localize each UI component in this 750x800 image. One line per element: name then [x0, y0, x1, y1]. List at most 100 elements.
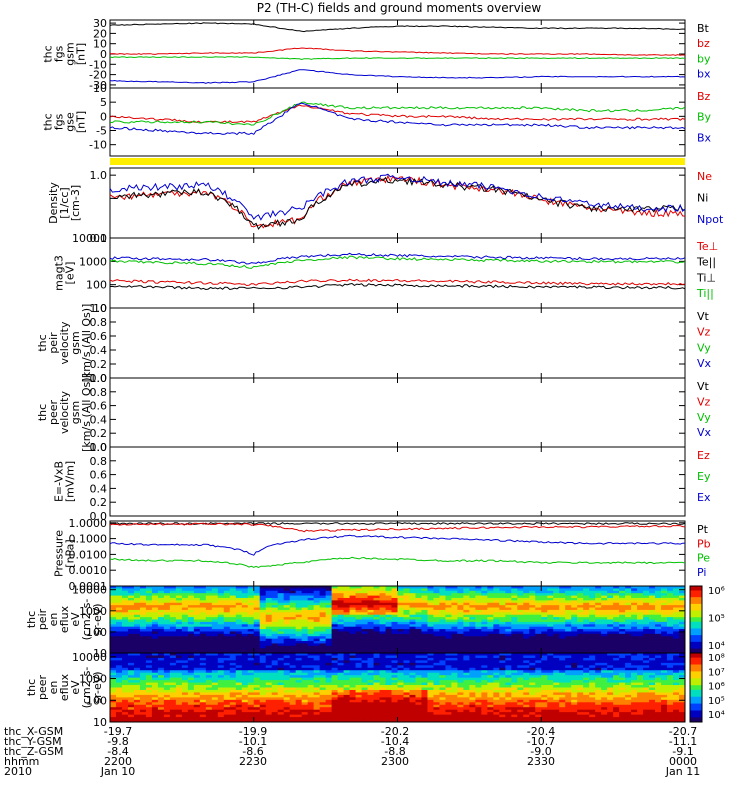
- y-tick-label: 10: [93, 82, 107, 95]
- footer-value: -8.6: [242, 745, 263, 758]
- footer-value: 2200: [104, 755, 132, 768]
- colorbar-peir-eflux: 10⁶ 10⁵ 10⁴: [689, 585, 725, 654]
- legend-peer-velocity: Vx: [697, 426, 712, 439]
- panel-frame: [109, 446, 686, 517]
- y-tick-label: 10: [93, 302, 107, 315]
- panel-peer-eflux: 10⁸ 10⁷ 10⁶ 10⁵ 10⁴ 10000 1000 100 10 thcpeerenef…: [25, 651, 725, 729]
- y-axis-label-line: fgs: [53, 45, 66, 62]
- footer-row-label: 2010: [4, 765, 32, 778]
- legend-fgs-gsm: bz: [697, 37, 710, 50]
- y-axis-label-line: peir: [47, 332, 60, 354]
- series-By: [109, 101, 686, 126]
- footer-value: Jan 11: [665, 765, 700, 778]
- y-tick-label: 0.6: [90, 330, 108, 343]
- footer-value: -20.7: [669, 725, 697, 738]
- legend-temperature: Te||: [696, 256, 716, 269]
- y-tick-label: 0.0: [90, 372, 108, 385]
- y-axis-label-line: [mV/m]: [64, 461, 77, 502]
- y-tick-label: 10: [93, 716, 107, 729]
- y-tick-label: 1000: [79, 673, 107, 686]
- footer-value: -9.8: [107, 735, 128, 748]
- y-axis-label-line: fgs: [53, 113, 66, 130]
- panel-peir-velocity: 1.00.80.60.40.20.0thcpeirvelocitygsm[km/…: [36, 302, 712, 385]
- footer-value: -9.0: [530, 745, 551, 758]
- panel-temperature: 10000 1000 100 10 magt3[eV] Te⊥ Te|| Ti⊥ Ti||: [53, 232, 719, 315]
- footer-value: -19.9: [239, 725, 267, 738]
- footer-row-label: thc_Y-GSM: [4, 735, 62, 748]
- y-axis-label-line: [nPa]: [64, 539, 77, 567]
- series-Pt: [109, 522, 686, 525]
- y-axis-label-line: sr-eV): [91, 603, 104, 635]
- footer-value: 2230: [239, 755, 267, 768]
- spectrogram-peir-eflux: [110, 586, 686, 654]
- y-axis-label-line: gsm: [69, 401, 82, 424]
- y-tick-label: 0.8: [90, 386, 108, 399]
- y-axis-label-line: gsm: [69, 331, 82, 354]
- y-tick-label: 100: [86, 279, 107, 292]
- legend-density: Npot: [697, 213, 724, 226]
- panel-peer-velocity: 1.00.80.60.40.20.0thcpeervelocitygsm[km/…: [36, 372, 712, 454]
- series-Pb: [109, 522, 686, 533]
- y-tick-label: 0.6: [90, 469, 108, 482]
- y-tick-label: 100: [86, 694, 107, 707]
- legend-fgs-gsm: Bt: [697, 22, 710, 35]
- footer-value: 2330: [527, 755, 555, 768]
- y-axis-label-line: E=-VxB: [53, 461, 66, 502]
- legend-temperature: Te⊥: [696, 240, 718, 253]
- spectrogram-peer-eflux: [110, 653, 686, 723]
- y-tick-label: 0.4: [90, 413, 108, 426]
- y-tick-label: 0: [100, 48, 107, 61]
- y-tick-label: 0.1: [90, 232, 108, 245]
- y-axis-label-line: Density: [47, 182, 60, 224]
- colorbar-label: 10⁸: [708, 653, 725, 664]
- y-axis-label-line: thc: [36, 334, 49, 351]
- y-tick-label: 20: [93, 27, 107, 40]
- y-tick-label: 0.1000: [69, 533, 108, 546]
- legend-pressure: Pi: [697, 566, 706, 579]
- y-axis-label-line: thc: [42, 113, 55, 130]
- legend-efield: Ez: [697, 449, 710, 462]
- y-axis-label-line: (cm2-s-: [80, 667, 93, 709]
- y-axis-label-line: sr-eV): [91, 671, 104, 703]
- panel-density: 1.0 0.1 Density[1/cc][cm-3] Ne Ni Npot: [47, 167, 724, 245]
- y-tick-label: 0.4: [90, 482, 108, 495]
- y-axis-label-line: thc: [42, 45, 55, 62]
- footer-value: -11.1: [669, 735, 697, 748]
- y-tick-label: 10: [93, 647, 107, 660]
- footer-row-label: hhmm: [4, 755, 39, 768]
- y-tick-label: 10000: [72, 651, 107, 664]
- legend-pressure: Pe: [697, 552, 710, 565]
- y-tick-label: 1.0: [90, 302, 108, 315]
- series-Ti⊥: [109, 252, 686, 265]
- y-axis-label-line: magt3: [53, 255, 66, 291]
- legend-fgs-gsm: bx: [697, 67, 711, 80]
- footer-value: -20.2: [381, 725, 409, 738]
- colorbar-label: 10⁴: [708, 641, 725, 652]
- footer-row-label: thc_X-GSM: [4, 725, 63, 738]
- legend-fgs-gse: By: [697, 111, 712, 124]
- colorbar-peer-eflux: 10⁸ 10⁷ 10⁶ 10⁵ 10⁴: [689, 652, 725, 723]
- y-axis-label-line: [1/cc]: [58, 187, 71, 218]
- data-availability-bar: [110, 158, 685, 165]
- legend-peir-velocity: Vt: [697, 310, 710, 323]
- legend-peer-velocity: Vz: [697, 395, 711, 408]
- footer-value: -10.4: [381, 735, 409, 748]
- y-axis-label-line: gse: [64, 112, 77, 132]
- series-Bt: [109, 22, 686, 33]
- colorbar-label: 10⁶: [708, 586, 725, 597]
- colorbar-label: 10⁶: [708, 682, 725, 693]
- y-tick-label: 0.2: [90, 496, 108, 509]
- footer-value: 2300: [381, 755, 409, 768]
- legend-peir-velocity: Vz: [697, 326, 711, 339]
- legend-density: Ni: [697, 192, 708, 205]
- legend-peer-velocity: Vy: [697, 411, 711, 424]
- footer-value: -10.7: [527, 735, 555, 748]
- y-tick-label: 10000: [72, 232, 107, 245]
- y-axis-label-line: velocity: [58, 321, 71, 364]
- y-tick-label: 0.8: [90, 316, 108, 329]
- y-axis-label-line: [eV]: [64, 262, 77, 285]
- series-Te⊥: [109, 278, 686, 287]
